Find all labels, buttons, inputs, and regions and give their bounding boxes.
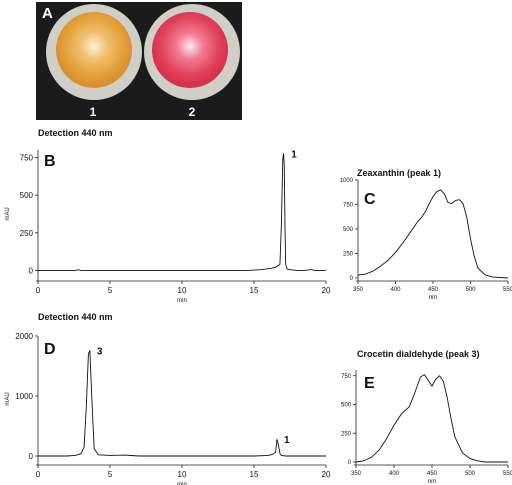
y-tick-label: 250 [341, 431, 352, 437]
y-tick-label: 1000 [340, 178, 354, 184]
x-tick-label: 350 [351, 471, 362, 477]
chart-b: Detection 440 nm B 0 5 10 15 20 0 250 500 750 min mA… [5, 128, 331, 304]
x-tick-label: 400 [389, 471, 400, 477]
x-tick-label: 20 [322, 286, 331, 295]
panel-letter: D [44, 341, 56, 358]
series-line [38, 153, 326, 271]
panel-a-photo: A 1 2 [36, 2, 242, 120]
x-tick-label: 500 [465, 287, 476, 293]
x-tick-label: 15 [250, 470, 259, 479]
x-tick-label: 15 [250, 286, 259, 295]
series-line [355, 373, 508, 463]
dish-2-label: 2 [189, 105, 196, 119]
y-tick-label: 750 [343, 203, 354, 209]
x-tick-label: 500 [465, 471, 476, 477]
x-axis-label: nm [429, 295, 437, 301]
panel-letter: B [44, 153, 56, 170]
y-tick-label: 750 [341, 374, 352, 380]
x-tick-label: 350 [353, 287, 364, 293]
peak-label: 3 [97, 346, 103, 357]
y-tick-label: 0 [350, 276, 354, 282]
chart-title: Zeaxanthin (peak 1) [357, 168, 441, 178]
y-tick-label: 500 [20, 191, 34, 200]
panel-letter: E [364, 375, 375, 392]
x-tick-label: 0 [36, 286, 41, 295]
x-tick-label: 5 [108, 286, 113, 295]
panel-a-letter: A [42, 5, 53, 22]
peak-label: 1 [284, 435, 290, 446]
x-tick-label: 450 [428, 287, 439, 293]
series-line [357, 189, 509, 279]
chart-title: Detection 440 nm [38, 312, 113, 322]
chart-e: Crocetin dialdehyde (peak 3) E 350 400 450 50… [341, 349, 512, 485]
chart-d: Detection 440 nm D 0 5 10 15 20 0 1000 2000 min mAU… [5, 312, 331, 485]
dish-1-colony [56, 12, 132, 88]
x-tick-label: 450 [427, 471, 438, 477]
peak-label: 1 [291, 149, 297, 160]
chart-title: Crocetin dialdehyde (peak 3) [357, 349, 480, 359]
chart-c: Zeaxanthin (peak 1) C 350 400 450 500 550 0 250 5… [340, 168, 512, 301]
x-tick-label: 5 [108, 470, 113, 479]
y-tick-label: 500 [341, 403, 352, 409]
x-tick-label: 550 [503, 287, 512, 293]
y-tick-label: 750 [20, 154, 34, 163]
y-tick-label: 0 [348, 460, 352, 466]
y-tick-label: 500 [343, 227, 354, 233]
x-tick-label: 10 [178, 470, 187, 479]
dish-1-label: 1 [90, 105, 97, 119]
y-axis-label: mAU [5, 392, 11, 405]
y-axis-label: mAU [5, 207, 11, 220]
y-tick-label: 2000 [15, 332, 33, 341]
x-axis-label: min [177, 482, 187, 485]
chart-title: Detection 440 nm [38, 128, 113, 138]
x-tick-label: 550 [503, 471, 512, 477]
x-tick-label: 400 [390, 287, 401, 293]
series-line [38, 350, 326, 457]
y-tick-label: 0 [29, 266, 34, 275]
dish-2-colony [152, 12, 228, 88]
x-axis-label: min [177, 298, 187, 304]
y-tick-label: 0 [29, 452, 34, 461]
panel-letter: C [364, 191, 376, 208]
x-tick-label: 0 [36, 470, 41, 479]
y-tick-label: 1000 [15, 392, 33, 401]
x-tick-label: 10 [178, 286, 187, 295]
y-tick-label: 250 [20, 229, 34, 238]
x-tick-label: 20 [322, 470, 331, 479]
y-tick-label: 250 [343, 252, 354, 258]
x-axis-label: nm [428, 479, 436, 485]
